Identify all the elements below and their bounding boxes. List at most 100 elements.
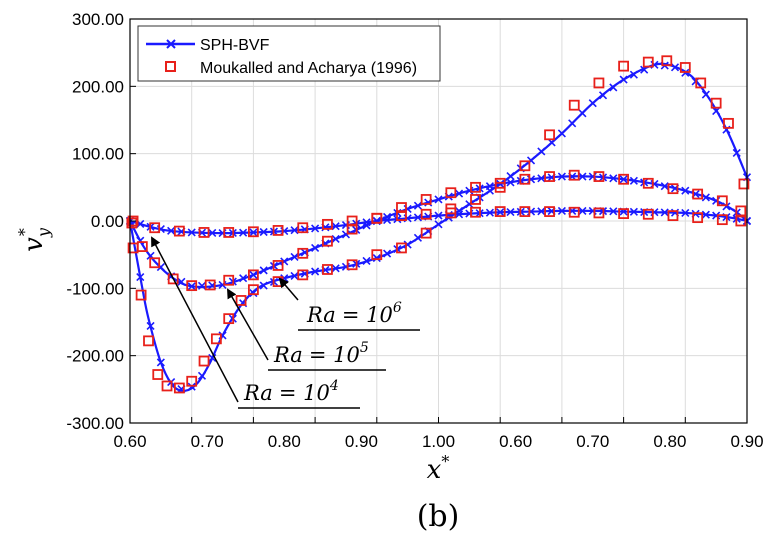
sph-bvf-point	[609, 83, 618, 92]
annotation-ra-1e6: Ra = 106	[278, 277, 420, 331]
legend-square-marker	[165, 61, 176, 72]
sph-bvf-point	[413, 213, 422, 222]
x-axis-label: x*	[427, 452, 450, 485]
x-tick-label: 0.80	[268, 432, 301, 451]
moukalled-point	[544, 206, 555, 217]
sph-bvf-point	[629, 70, 638, 79]
annotation-ra-1e5-base: Ra	[273, 343, 303, 367]
sph-bvf-point	[331, 234, 340, 244]
sph-bvf-point	[187, 282, 196, 291]
moukalled-point	[210, 333, 222, 345]
moukalled-point	[593, 77, 605, 89]
sph-bvf-point	[197, 281, 207, 290]
plot-frame	[129, 18, 748, 424]
sph-bvf-point	[187, 228, 196, 237]
moukalled-point	[149, 222, 161, 234]
moukalled-point	[679, 62, 691, 73]
sph-bvf-point	[311, 224, 320, 233]
sph-bvf-point	[156, 358, 165, 367]
moukalled-point	[667, 183, 679, 195]
moukalled-point	[420, 227, 432, 239]
moukalled-point	[723, 117, 734, 129]
x-axis: 0.60 0.70 0.80 0.90 1.00 0.60 0.70 0.80 0.90	[113, 417, 764, 451]
svg-text:Ra= 106: Ra = 106	[306, 300, 402, 327]
sph-bvf-point	[660, 208, 669, 217]
annotation-ra-1e5-eq: = 10	[309, 343, 360, 367]
moukalled-point	[568, 99, 580, 111]
moukalled-point	[593, 171, 605, 182]
sph-bvf-point	[557, 129, 566, 138]
moukalled-point	[618, 173, 629, 185]
sph-bvf-point	[167, 226, 176, 235]
sph-bvf-point	[249, 228, 258, 237]
caption: (b)	[417, 499, 460, 534]
sph-bvf-point	[578, 109, 587, 118]
sph-bvf-point	[578, 206, 587, 215]
moukalled-point	[272, 225, 284, 236]
sph-bvf-point	[177, 277, 186, 286]
moukalled-point	[152, 369, 164, 380]
sph-bvf-point	[681, 186, 690, 195]
moukalled-point	[167, 273, 179, 285]
annotation-ra-1e4: Ra = 104	[151, 236, 360, 409]
moukalled-point	[544, 171, 555, 182]
y-tick-label: 300.00	[72, 10, 124, 29]
moukalled-point	[710, 97, 722, 109]
legend-box	[137, 25, 441, 82]
moukalled-point	[272, 260, 284, 271]
moukalled-point	[126, 217, 138, 229]
sph-bvf-point	[413, 233, 422, 242]
moukalled-point	[346, 223, 358, 235]
x-tick-label: 0.90	[345, 432, 378, 451]
annotation-arrow-ra-1e6	[278, 277, 299, 301]
sph-bvf-point	[557, 206, 566, 215]
sph-bvf-point	[485, 186, 494, 195]
sph-bvf-point	[701, 90, 710, 99]
y-axis: 300.00 200.00 100.00 0.00 -100.00 -200.00 -300…	[66, 10, 136, 433]
sph-bvf-point	[455, 206, 464, 215]
moukalled-point	[420, 194, 432, 205]
moukalled-point	[371, 212, 383, 224]
sph-bvf-point	[701, 193, 710, 202]
moukalled-point	[445, 203, 457, 215]
moukalled-point	[149, 257, 161, 269]
sph-bvf-point	[537, 174, 546, 183]
moukalled-point	[247, 284, 259, 296]
sph-bvf-point	[568, 119, 577, 128]
sph-bvf-point	[290, 226, 299, 235]
moukalled-point	[186, 375, 198, 387]
moukalled-point	[692, 188, 704, 200]
sph-bvf-point	[557, 172, 566, 181]
moukalled-point	[470, 194, 481, 205]
moukalled-point	[593, 207, 605, 219]
moukalled-point	[568, 206, 580, 218]
x-tick-label: 0.60	[499, 432, 532, 451]
moukalled-point	[143, 335, 154, 347]
moukalled-point	[716, 214, 728, 226]
sph-bvf-point	[311, 243, 320, 252]
sph-bvf-point	[146, 321, 155, 330]
sph-bvf-point	[259, 281, 268, 290]
sph-bvf-point	[670, 63, 680, 72]
sph-bvf-point	[239, 274, 248, 283]
sph-bvf-point	[259, 227, 268, 237]
moukalled-point	[661, 55, 673, 67]
sph-bvf-point	[722, 202, 731, 211]
annotation-arrow-ra-1e5	[227, 288, 269, 361]
sph-bvf-point	[331, 222, 340, 231]
moukalled-point	[618, 60, 629, 72]
moukalled-point	[186, 280, 198, 292]
legend-label-sph-bvf: SPH-BVF	[200, 37, 270, 54]
moukalled-point	[716, 195, 728, 207]
moukalled-point	[519, 160, 531, 172]
sph-bvf-point	[609, 207, 618, 216]
plot-area	[125, 55, 752, 394]
moukalled-point	[297, 222, 309, 234]
x-tick-label: 0.80	[653, 432, 686, 451]
sph-bvf-point	[732, 148, 741, 157]
moukalled-point	[735, 205, 747, 217]
moukalled-point	[420, 208, 432, 220]
annotation-ra-1e5-exp: 5	[360, 340, 369, 356]
sph-bvf-point	[485, 208, 494, 217]
moukalled-point	[519, 206, 531, 217]
